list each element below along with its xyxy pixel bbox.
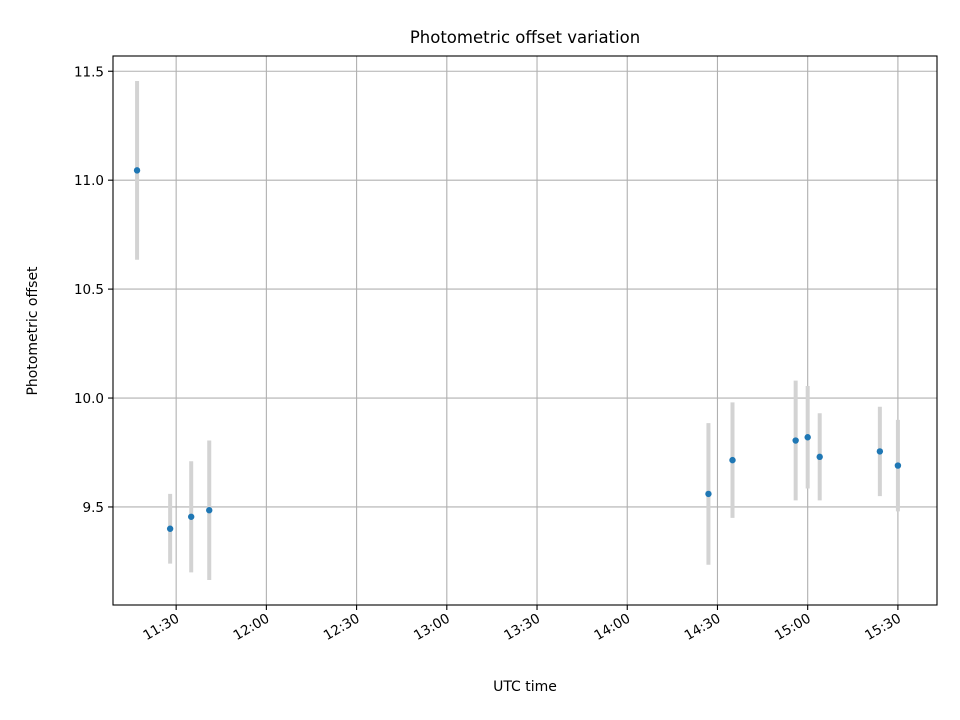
chart-title: Photometric offset variation bbox=[410, 28, 640, 47]
x-axis-title: UTC time bbox=[493, 679, 557, 695]
data-point bbox=[166, 525, 174, 532]
data-point bbox=[792, 437, 799, 444]
grid bbox=[113, 56, 937, 605]
y-tick-label: 10.5 bbox=[74, 282, 104, 298]
y-tick-label: 11.0 bbox=[74, 173, 104, 189]
data-point bbox=[876, 448, 884, 455]
plot-frame bbox=[112, 55, 938, 606]
y-tick-label: 9.5 bbox=[83, 500, 104, 516]
y-axis-title: Photometric offset bbox=[25, 266, 41, 396]
data-point bbox=[705, 490, 712, 498]
y-tick-label: 11.5 bbox=[74, 64, 104, 80]
data-point bbox=[206, 507, 213, 514]
y-tick-label: 10.0 bbox=[74, 391, 104, 407]
data-point bbox=[133, 167, 141, 174]
data-point bbox=[804, 434, 811, 441]
data-point bbox=[894, 462, 902, 469]
y-axis: 9.5 10.0 10.5 11.0 11.5 bbox=[74, 64, 113, 516]
data-point bbox=[187, 513, 195, 520]
data-point bbox=[816, 453, 823, 461]
data-points bbox=[133, 167, 902, 532]
data-point bbox=[729, 456, 736, 464]
